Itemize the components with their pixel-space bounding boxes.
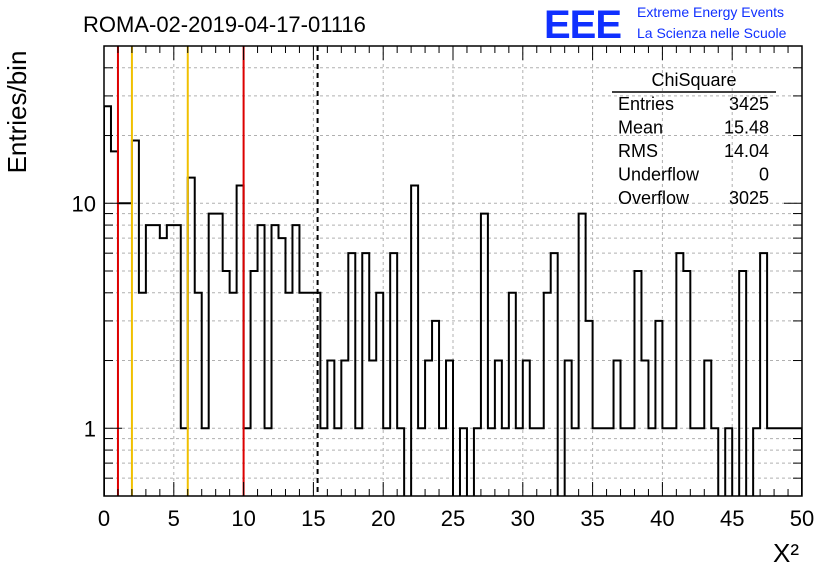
stats-value-overflow: 3025 (729, 188, 769, 208)
stats-value-underflow: 0 (759, 165, 769, 185)
stats-label-entries: Entries (618, 94, 674, 114)
stats-label-mean: Mean (618, 118, 663, 138)
x-tick-label: 5 (168, 506, 180, 531)
x-tick-label: 10 (231, 506, 255, 531)
x-tick-label: 45 (720, 506, 744, 531)
x-tick-label: 35 (580, 506, 604, 531)
stats-label-overflow: Overflow (618, 188, 690, 208)
x-tick-label: 20 (371, 506, 395, 531)
logo-subtitle-1: Extreme Energy Events (637, 4, 785, 20)
x-tick-label: 50 (790, 506, 814, 531)
x-tick-label: 30 (511, 506, 535, 531)
y-axis-title: Entries/bin (2, 51, 32, 174)
eee-logo: EEE (544, 3, 622, 47)
stats-value-entries: 3425 (729, 94, 769, 114)
stats-value-mean: 15.48 (724, 118, 769, 138)
stats-label-rms: RMS (618, 141, 658, 161)
x-axis-title: X² (773, 538, 799, 568)
stats-label-underflow: Underflow (618, 165, 700, 185)
y-tick-label: 1 (84, 416, 96, 441)
stats-value-rms: 14.04 (724, 141, 769, 161)
x-tick-label: 0 (98, 506, 110, 531)
stats-title: ChiSquare (651, 70, 736, 90)
chart-title: ROMA-02-2019-04-17-01116 (83, 12, 366, 37)
y-tick-label: 10 (72, 191, 96, 216)
x-tick-label: 15 (301, 506, 325, 531)
x-tick-label: 25 (441, 506, 465, 531)
x-tick-label: 40 (650, 506, 674, 531)
logo-subtitle-2: La Scienza nelle Scuole (637, 25, 787, 41)
histogram-steps (104, 105, 802, 496)
